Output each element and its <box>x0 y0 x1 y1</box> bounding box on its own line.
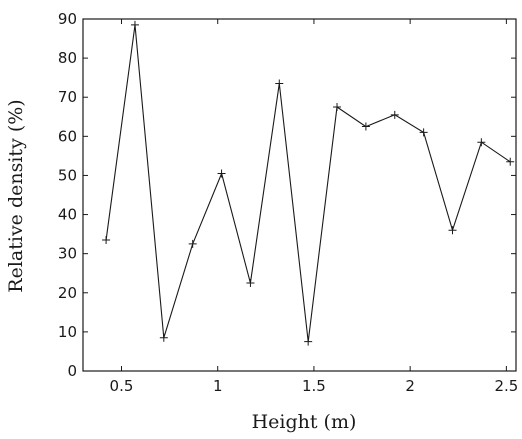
data-point <box>361 122 370 131</box>
data-point <box>188 239 197 248</box>
y-tick-label: 10 <box>58 323 77 341</box>
data-point <box>333 103 342 111</box>
x-tick-label: 2.5 <box>494 377 518 395</box>
data-point <box>477 138 486 147</box>
plot-area: 0 10 20 30 40 50 60 70 80 90 0.5 1 1.5 2 2.5 <box>58 10 518 395</box>
x-tick-label: 1.5 <box>302 377 326 395</box>
x-tick-label: 0.5 <box>110 377 134 395</box>
data-point <box>304 337 313 346</box>
data-point <box>275 79 284 88</box>
y-tick-label: 30 <box>58 245 77 263</box>
data-point <box>419 128 428 137</box>
y-tick-label: 80 <box>58 49 77 67</box>
y-tick-label: 0 <box>67 362 77 380</box>
x-axis-title: Height (m) <box>252 411 357 433</box>
y-tick-label: 40 <box>58 206 77 224</box>
data-point <box>506 157 515 166</box>
data-point <box>448 226 457 235</box>
x-tick-label: 2 <box>405 377 415 395</box>
x-tick-label: 1 <box>213 377 223 395</box>
y-tick-label: 90 <box>58 10 77 28</box>
y-tick-label: 70 <box>58 88 77 106</box>
data-point <box>102 235 111 244</box>
y-tick-label: 50 <box>58 166 77 184</box>
y-tick-label: 60 <box>58 127 77 145</box>
y-axis-title: Relative density (%) <box>5 99 27 292</box>
plot-frame <box>82 18 517 372</box>
data-point <box>246 279 255 287</box>
y-tick-label: 20 <box>58 284 77 302</box>
data-point <box>217 169 226 178</box>
data-point <box>390 110 399 119</box>
data-point <box>130 20 139 29</box>
series-line <box>105 24 511 342</box>
data-point <box>159 333 168 342</box>
